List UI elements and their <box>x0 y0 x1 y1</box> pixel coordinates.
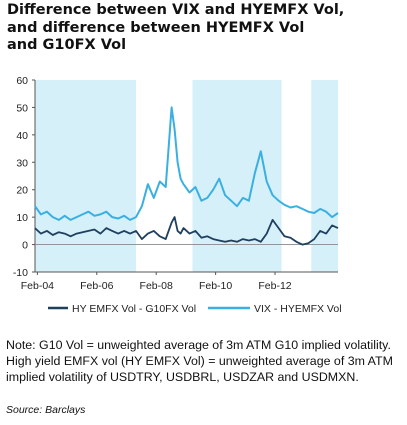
legend-label-0: HY EMFX Vol - G10FX Vol <box>72 303 196 315</box>
x-tick-label: Feb-06 <box>80 280 113 292</box>
y-tick-label: 10 <box>16 212 28 224</box>
shaded-period-0 <box>35 80 136 272</box>
x-tick-label: Feb-12 <box>258 280 291 292</box>
y-tick-label: 50 <box>16 102 28 114</box>
x-tick-label: Feb-10 <box>199 280 232 292</box>
line-chart: -10 0 10 20 30 40 50 60 Feb-04 Feb-06 Feb-08 Feb-10… <box>13 75 342 315</box>
chart-title-line-3: and G10FX Vol <box>7 37 127 53</box>
shaded-period-1 <box>192 80 282 272</box>
y-tick-label: 60 <box>16 75 28 87</box>
y-tick-label: 0 <box>22 240 28 252</box>
y-tick-label: 40 <box>16 130 28 142</box>
y-tick-label: -10 <box>13 267 28 279</box>
shaded-periods <box>35 80 338 272</box>
chart-title-line-1: Difference between VIX and HYEMFX Vol, <box>7 2 345 18</box>
chart-note: Note: G10 Vol = unweighted average of 3m… <box>6 338 393 384</box>
series-line-hy-emfx-g10fx <box>34 216 339 246</box>
y-tick-label: 20 <box>16 185 28 197</box>
series-line-vix-hyemfx <box>34 106 339 221</box>
chart-title: Difference between VIX and HYEMFX Vol, a… <box>7 2 402 55</box>
chart-legend: HY EMFX Vol - G10FX Vol VIX - HYEMFX Vol <box>48 303 342 315</box>
legend-label-1: VIX - HYEMFX Vol <box>254 303 342 315</box>
x-tick-label: Feb-04 <box>21 280 54 292</box>
chart-title-line-2: and difference between HYEMFX Vol <box>7 19 305 36</box>
chart-lines <box>34 106 339 246</box>
x-tick-label: Feb-08 <box>140 280 173 292</box>
y-tick-label: 30 <box>16 157 28 169</box>
shaded-period-2 <box>311 80 338 272</box>
chart-source: Source: Barclays <box>6 404 86 416</box>
chart-axes: -10 0 10 20 30 40 50 60 Feb-04 Feb-06 Feb-08 Feb-10… <box>13 75 338 292</box>
